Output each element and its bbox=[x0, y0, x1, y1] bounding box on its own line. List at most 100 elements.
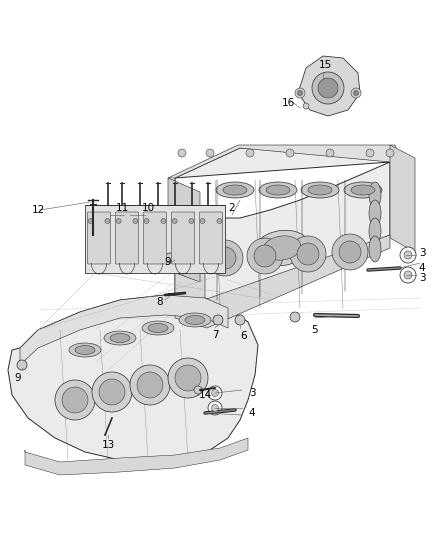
Polygon shape bbox=[8, 295, 258, 462]
Circle shape bbox=[144, 219, 149, 223]
Ellipse shape bbox=[185, 316, 205, 325]
Circle shape bbox=[92, 372, 132, 412]
Ellipse shape bbox=[344, 182, 382, 198]
Polygon shape bbox=[85, 205, 225, 273]
Circle shape bbox=[116, 219, 121, 223]
Circle shape bbox=[62, 387, 88, 413]
Circle shape bbox=[312, 72, 344, 104]
Circle shape bbox=[17, 360, 27, 370]
Circle shape bbox=[303, 103, 309, 109]
Ellipse shape bbox=[148, 324, 168, 333]
Ellipse shape bbox=[351, 185, 375, 195]
FancyBboxPatch shape bbox=[87, 212, 111, 264]
Circle shape bbox=[137, 372, 163, 398]
Circle shape bbox=[332, 234, 368, 270]
Circle shape bbox=[165, 253, 175, 263]
Circle shape bbox=[200, 219, 205, 223]
Circle shape bbox=[55, 380, 95, 420]
Polygon shape bbox=[175, 235, 390, 328]
Circle shape bbox=[246, 149, 254, 157]
Circle shape bbox=[212, 390, 219, 397]
Text: 7: 7 bbox=[212, 330, 218, 340]
Text: 16: 16 bbox=[281, 98, 295, 108]
Circle shape bbox=[235, 315, 245, 325]
Circle shape bbox=[386, 149, 394, 157]
Ellipse shape bbox=[369, 236, 381, 262]
Ellipse shape bbox=[216, 182, 254, 198]
Ellipse shape bbox=[75, 345, 95, 354]
Circle shape bbox=[214, 247, 236, 269]
Circle shape bbox=[99, 379, 125, 405]
Ellipse shape bbox=[104, 331, 136, 345]
Polygon shape bbox=[20, 295, 228, 365]
Circle shape bbox=[175, 365, 201, 391]
Circle shape bbox=[247, 238, 283, 274]
Polygon shape bbox=[168, 145, 400, 178]
Ellipse shape bbox=[266, 185, 290, 195]
Text: 15: 15 bbox=[318, 60, 332, 70]
Circle shape bbox=[400, 247, 416, 263]
Circle shape bbox=[351, 88, 361, 98]
FancyBboxPatch shape bbox=[171, 212, 194, 264]
Circle shape bbox=[290, 312, 300, 322]
Circle shape bbox=[400, 267, 416, 283]
Text: 4: 4 bbox=[249, 408, 255, 418]
FancyBboxPatch shape bbox=[115, 212, 139, 264]
Polygon shape bbox=[175, 178, 205, 320]
Polygon shape bbox=[168, 178, 200, 282]
Ellipse shape bbox=[301, 182, 339, 198]
Ellipse shape bbox=[308, 185, 332, 195]
Circle shape bbox=[212, 405, 219, 411]
Circle shape bbox=[297, 243, 319, 265]
Circle shape bbox=[295, 88, 305, 98]
Text: 3: 3 bbox=[419, 273, 425, 283]
Ellipse shape bbox=[369, 218, 381, 244]
Circle shape bbox=[297, 91, 303, 95]
Circle shape bbox=[206, 149, 214, 157]
Ellipse shape bbox=[369, 200, 381, 226]
Text: 2: 2 bbox=[229, 203, 235, 213]
Circle shape bbox=[286, 149, 294, 157]
Circle shape bbox=[217, 219, 222, 223]
Ellipse shape bbox=[369, 182, 381, 208]
Circle shape bbox=[290, 236, 326, 272]
Ellipse shape bbox=[142, 321, 174, 335]
Circle shape bbox=[172, 219, 177, 223]
Text: 5: 5 bbox=[312, 325, 318, 335]
Circle shape bbox=[213, 315, 223, 325]
Text: 14: 14 bbox=[198, 390, 212, 400]
Text: 11: 11 bbox=[115, 203, 129, 213]
Circle shape bbox=[326, 149, 334, 157]
Circle shape bbox=[178, 149, 186, 157]
Text: 12: 12 bbox=[32, 205, 45, 215]
Ellipse shape bbox=[263, 236, 301, 260]
Circle shape bbox=[208, 401, 222, 415]
Circle shape bbox=[254, 245, 276, 267]
FancyBboxPatch shape bbox=[143, 212, 166, 264]
Polygon shape bbox=[390, 145, 415, 252]
Circle shape bbox=[339, 241, 361, 263]
Circle shape bbox=[366, 149, 374, 157]
Circle shape bbox=[404, 271, 412, 279]
Polygon shape bbox=[175, 148, 390, 310]
Text: 3: 3 bbox=[249, 388, 255, 398]
Circle shape bbox=[133, 219, 138, 223]
Text: 3: 3 bbox=[419, 248, 425, 258]
Ellipse shape bbox=[110, 334, 130, 343]
Text: 6: 6 bbox=[241, 331, 247, 341]
Ellipse shape bbox=[69, 343, 101, 357]
Ellipse shape bbox=[254, 230, 309, 266]
Circle shape bbox=[189, 219, 194, 223]
Polygon shape bbox=[298, 56, 360, 116]
Circle shape bbox=[208, 386, 222, 400]
Text: 9: 9 bbox=[15, 373, 21, 383]
Circle shape bbox=[105, 219, 110, 223]
Circle shape bbox=[130, 365, 170, 405]
Ellipse shape bbox=[223, 185, 247, 195]
Circle shape bbox=[168, 358, 208, 398]
Text: 4: 4 bbox=[419, 263, 425, 273]
Circle shape bbox=[404, 251, 412, 259]
Circle shape bbox=[318, 78, 338, 98]
Text: 10: 10 bbox=[141, 203, 155, 213]
Text: 9: 9 bbox=[165, 257, 171, 267]
